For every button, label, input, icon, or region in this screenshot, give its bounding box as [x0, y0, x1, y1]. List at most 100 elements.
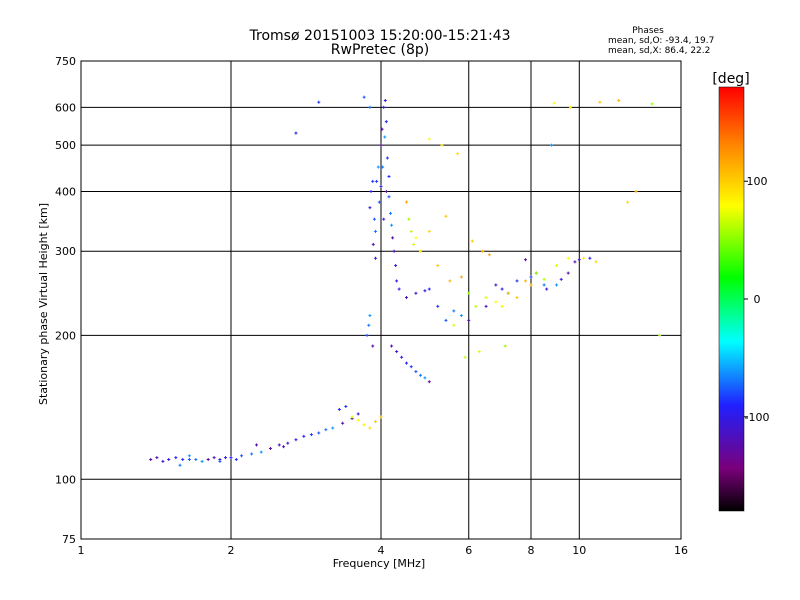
- data-point: [494, 283, 498, 287]
- data-point: [448, 279, 452, 283]
- data-point: [427, 229, 431, 233]
- data-point: [362, 423, 366, 427]
- data-point: [234, 457, 238, 461]
- data-point: [250, 452, 254, 456]
- x-tick-label: 1: [78, 544, 85, 557]
- y-tick-label: 300: [55, 245, 76, 258]
- data-point: [309, 433, 313, 437]
- colorbar-tick-label: 0: [754, 293, 761, 306]
- data-point: [161, 459, 165, 463]
- data-point: [404, 200, 408, 204]
- data-point: [554, 283, 558, 287]
- data-point: [397, 287, 401, 291]
- data-point: [484, 296, 488, 300]
- data-point: [515, 296, 519, 300]
- data-point: [365, 333, 369, 337]
- data-point: [282, 445, 286, 449]
- data-point: [529, 275, 533, 279]
- data-point: [229, 456, 233, 460]
- data-point: [409, 229, 413, 233]
- data-point: [387, 195, 391, 199]
- stats-heading: Phases: [632, 26, 664, 36]
- data-point: [394, 264, 398, 268]
- data-point: [409, 365, 413, 369]
- data-point: [181, 457, 185, 461]
- data-point: [400, 355, 404, 359]
- data-point: [506, 291, 510, 295]
- colorbar-tick-label: -100: [745, 411, 770, 424]
- data-point: [337, 407, 341, 411]
- data-point: [368, 206, 372, 210]
- data-point: [277, 443, 281, 447]
- data-point: [379, 415, 383, 419]
- data-point: [494, 300, 498, 304]
- data-point: [566, 271, 570, 275]
- data-point: [481, 249, 485, 253]
- data-point: [515, 279, 519, 283]
- data-point: [404, 361, 408, 365]
- data-point: [407, 217, 411, 221]
- data-point: [368, 105, 372, 109]
- colorbar: [718, 86, 745, 512]
- data-point: [371, 179, 375, 183]
- data-point: [594, 260, 598, 264]
- grid: [81, 61, 681, 539]
- data-point: [294, 438, 298, 442]
- y-tick-label: 750: [55, 55, 76, 68]
- data-point: [187, 454, 191, 458]
- data-point: [362, 95, 366, 99]
- data-point: [423, 289, 427, 293]
- data-point: [381, 165, 385, 169]
- data-point: [374, 420, 378, 424]
- data-point: [178, 463, 182, 467]
- data-point: [474, 304, 478, 308]
- data-point: [598, 100, 602, 104]
- y-tick-label: 75: [62, 533, 76, 546]
- data-point: [634, 189, 638, 193]
- data-point: [542, 277, 546, 281]
- colorbar-label: [deg]: [712, 71, 749, 87]
- data-point: [427, 137, 431, 141]
- data-point: [389, 211, 393, 215]
- x-tick-label: 6: [465, 544, 472, 557]
- x-axis-ticks: 1 2 4 6 8 10 16: [78, 544, 689, 557]
- data-point: [379, 143, 383, 147]
- data-point: [390, 344, 394, 348]
- data-point: [459, 275, 463, 279]
- data-point: [459, 314, 463, 318]
- data-point: [375, 179, 379, 183]
- data-point: [524, 258, 528, 262]
- data-point: [444, 214, 448, 218]
- data-point: [350, 415, 354, 419]
- data-point: [524, 279, 528, 283]
- data-point: [500, 304, 504, 308]
- data-point: [356, 412, 360, 416]
- chart-title: Tromsø 20151003 15:20:00-15:21:43: [249, 28, 511, 44]
- data-point: [385, 156, 389, 160]
- data-point: [341, 421, 345, 425]
- data-point: [268, 446, 272, 450]
- data-point: [418, 373, 422, 377]
- data-point: [379, 184, 383, 188]
- data-point: [317, 100, 321, 104]
- data-point: [463, 355, 467, 359]
- y-tick-label: 600: [55, 101, 76, 114]
- data-point: [542, 283, 546, 287]
- data-point: [414, 291, 418, 295]
- data-point: [302, 434, 306, 438]
- data-point: [187, 457, 191, 461]
- y-tick-label: 500: [55, 139, 76, 152]
- data-point: [392, 249, 396, 253]
- data-point: [200, 459, 204, 463]
- chart-subtitle: RwPretec (8p): [331, 42, 429, 58]
- data-point: [395, 350, 399, 354]
- data-point: [382, 217, 386, 221]
- plot-frame: [80, 60, 682, 540]
- data-point: [224, 456, 228, 460]
- x-tick-label: 2: [228, 544, 235, 557]
- data-point: [588, 256, 592, 260]
- data-point: [414, 236, 418, 240]
- data-point: [294, 131, 298, 135]
- colorbar-ticks: 100 0 -100: [744, 175, 769, 424]
